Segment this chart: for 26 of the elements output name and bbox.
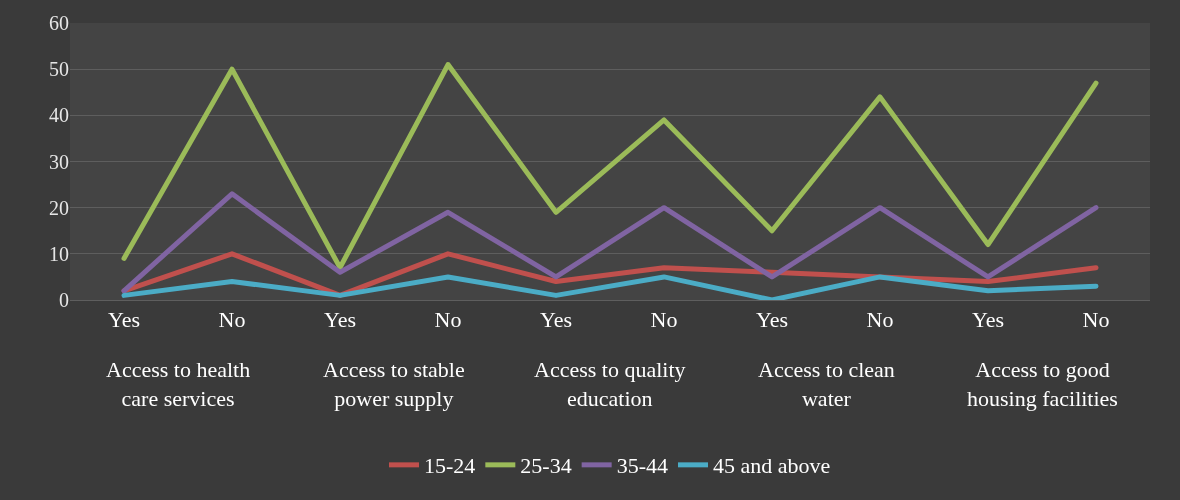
- y-tick-label: 0: [59, 289, 69, 311]
- x-tick-label: Yes: [107, 307, 141, 333]
- y-tick-label: 60: [49, 12, 69, 34]
- legend-label: 45 and above: [712, 453, 831, 479]
- x-tick-label: No: [650, 307, 678, 333]
- legend-label: 15-24: [424, 453, 476, 479]
- x-tick-label: Yes: [323, 307, 357, 333]
- text: Access to clean water: [758, 357, 895, 411]
- y-tick-label: 10: [49, 242, 69, 265]
- y-tick-label: 20: [49, 196, 69, 219]
- x-tick-label: Yes: [539, 307, 573, 333]
- y-tick-label: 50: [49, 58, 69, 81]
- y-tick-label: 30: [49, 150, 69, 173]
- x-tick-label: No: [1082, 307, 1110, 333]
- x-tick-label: Yes: [755, 307, 789, 333]
- y-tick-label: 40: [49, 104, 69, 127]
- text: Access to stable power supply: [323, 357, 465, 411]
- x-tick-label: No: [434, 307, 462, 333]
- x-tick-label: No: [866, 307, 894, 333]
- text: Access to good housing facilities: [967, 357, 1118, 411]
- legend-label: 25-34: [520, 453, 572, 479]
- x-tick-label: No: [218, 307, 246, 333]
- text: Access to quality education: [534, 357, 686, 411]
- x-tick-label: Yes: [971, 307, 1005, 333]
- text: Access to health care services: [106, 357, 251, 411]
- legend-label: 35-44: [616, 453, 668, 479]
